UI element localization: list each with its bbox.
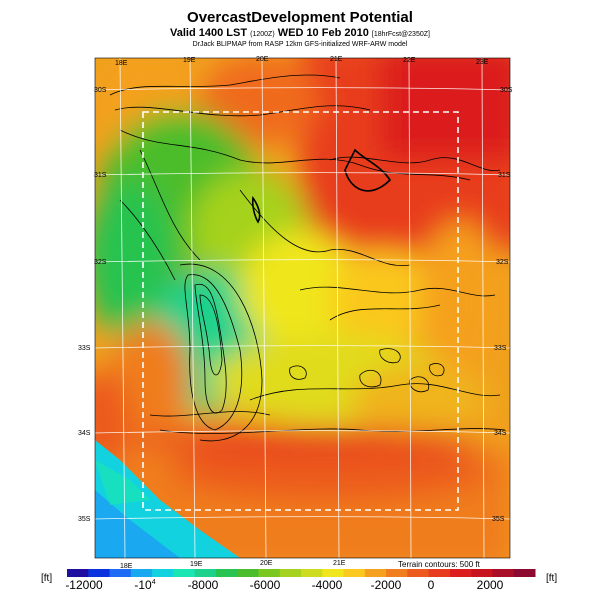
colorbar-tick: -6000	[249, 578, 281, 592]
right-lat-labels: 30S 31S 32S 33S 34S 35S	[492, 87, 513, 523]
valid-time-line: Valid 1400 LST (1200Z) WED 10 Feb 2010 […	[0, 27, 600, 39]
lat-label: 35S	[492, 516, 505, 523]
colorbar-tick: -8000	[187, 578, 219, 592]
colorbar-tick-exponent: 4	[151, 579, 156, 586]
page-title: OvercastDevelopment Potential	[187, 9, 413, 26]
unit-label-left: [ft]	[41, 573, 53, 584]
colorbar-tick: -104	[115, 578, 175, 592]
lat-label: 33S	[494, 345, 507, 352]
lon-label: 21E	[330, 56, 343, 63]
colorbar-cell	[364, 569, 387, 577]
colorbar-cell	[428, 569, 451, 577]
lon-label: 18E	[115, 60, 128, 67]
colorbar-tick: 0	[427, 578, 435, 592]
colorbar-tick: -2000	[370, 578, 402, 592]
valid-date: WED 10 Feb 2010	[277, 27, 369, 39]
forecast-tag: [18hrFcst@2350Z]	[371, 31, 430, 38]
lon-label: 22E	[403, 57, 416, 64]
lat-label: 30S	[94, 87, 107, 94]
colorbar-cell	[88, 569, 111, 577]
lat-label: 31S	[498, 172, 511, 179]
model-credit: DrJack BLIPMAP from RASP 12km GFS-initia…	[192, 41, 408, 48]
colorbar-cell	[215, 569, 238, 577]
lon-label: 20E	[260, 560, 273, 567]
lon-label: 20E	[256, 56, 269, 63]
colorbar-cell	[194, 569, 217, 577]
lat-label: 35S	[78, 516, 91, 523]
utc-time: (1200Z)	[250, 31, 275, 38]
colorbar-cell	[449, 569, 472, 577]
colorbar-tick: 2000	[476, 578, 504, 592]
lat-label: 34S	[494, 430, 507, 437]
lat-label: 30S	[500, 87, 513, 94]
colorbar-tick: -4000	[311, 578, 343, 592]
left-lat-labels: 30S 31S 32S 33S 34S 35S	[78, 87, 107, 523]
colorbar-tick: -12000	[65, 578, 103, 592]
colorbar-cell	[152, 569, 174, 577]
colorbar-cell	[322, 569, 345, 577]
colorbar-cell	[471, 569, 493, 577]
lat-label: 32S	[94, 259, 107, 266]
lon-label: 19E	[190, 561, 203, 568]
lon-label: 21E	[333, 560, 346, 567]
colorbar-cell	[492, 569, 515, 577]
colorbar-cell	[407, 569, 430, 577]
valid-time: Valid 1400 LST	[170, 27, 248, 39]
top-lon-labels: 18E 19E 20E 21E 22E 23E	[115, 56, 489, 67]
colorbar-tick-base: -10	[134, 578, 152, 592]
colorbar-cell	[109, 569, 132, 577]
colorbar-cell	[279, 569, 302, 577]
colorbar-cell	[130, 569, 153, 577]
colorbar-cell	[67, 569, 89, 577]
lat-label: 34S	[78, 430, 91, 437]
lat-label: 33S	[78, 345, 91, 352]
colorbar-cell	[513, 569, 536, 577]
contour-interval-note: Terrain contours: 500 ft	[398, 560, 480, 569]
lon-label: 23E	[476, 59, 489, 66]
colorbar-cell	[173, 569, 196, 577]
colorbar-cell	[343, 569, 366, 577]
colorbar-cell	[386, 569, 408, 577]
colorbar	[67, 569, 536, 577]
unit-label-right: [ft]	[546, 573, 558, 584]
shaded-field	[95, 58, 510, 558]
bottom-lon-labels: 18E 19E 20E 21E	[120, 560, 346, 570]
lon-label: 18E	[120, 563, 133, 570]
lat-label: 32S	[496, 259, 509, 266]
colorbar-cell	[258, 569, 281, 577]
colorbar-cell	[237, 569, 259, 577]
lon-label: 19E	[183, 57, 196, 64]
lat-label: 31S	[94, 172, 107, 179]
colorbar-cell	[301, 569, 323, 577]
